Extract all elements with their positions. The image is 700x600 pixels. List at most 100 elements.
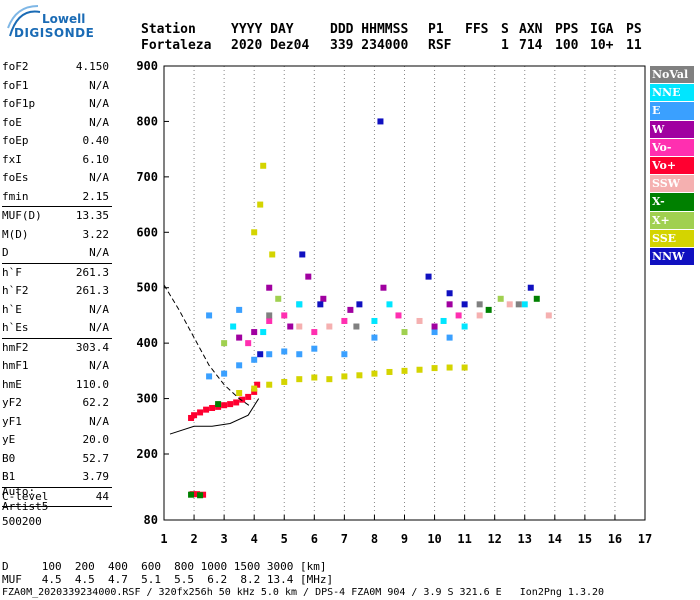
echo-point xyxy=(296,323,303,330)
echo-point xyxy=(266,381,273,388)
logo-line2: DIGISONDE xyxy=(14,26,95,40)
parameter-row: hmF1 N/A xyxy=(2,357,112,376)
echo-point xyxy=(446,364,453,371)
parameter-value: 44 xyxy=(95,489,109,503)
parameter-value: N/A xyxy=(89,97,109,110)
y-axis-ticks: 80 200 300 400 500 600 700 800 900 xyxy=(136,59,169,527)
auto-program: Artist5 xyxy=(2,500,49,513)
echo-point xyxy=(266,351,273,358)
echo-point xyxy=(326,376,333,383)
series-x- xyxy=(188,295,540,499)
echo-point xyxy=(206,312,213,319)
parameter-value: N/A xyxy=(89,414,109,428)
parameter-label: foF1p xyxy=(2,97,36,110)
echo-point xyxy=(377,118,384,125)
echo-point xyxy=(305,273,312,280)
x-tick-label: 3 xyxy=(221,532,228,546)
parameter-row: foEp 0.40 xyxy=(2,132,112,151)
echo-point xyxy=(401,329,408,336)
echo-point xyxy=(431,329,438,336)
y-tick-label: 900 xyxy=(136,59,158,73)
echo-traces xyxy=(188,118,552,499)
plot-grid xyxy=(193,66,616,520)
x-tick-label: 8 xyxy=(371,532,378,546)
x-tick-label: 16 xyxy=(608,532,622,546)
echo-point xyxy=(356,372,363,379)
echo-point xyxy=(326,323,333,330)
series-nne xyxy=(230,301,528,336)
logo-mark-icon xyxy=(7,5,41,37)
echo-point xyxy=(197,492,204,499)
x-tick-label: 7 xyxy=(341,532,348,546)
parameter-label: foEp xyxy=(2,134,29,147)
echo-point xyxy=(506,301,513,308)
echo-point xyxy=(476,301,483,308)
echo-point xyxy=(356,301,363,308)
y-tick-label: 200 xyxy=(136,447,158,461)
parameter-row: D N/A xyxy=(2,244,112,263)
parameter-value: 0.40 xyxy=(82,134,110,147)
parameter-label: hmE xyxy=(2,377,22,391)
x-tick-label: 2 xyxy=(190,532,197,546)
echo-point xyxy=(317,301,324,308)
header-date-label: YYYY DAY xyxy=(231,22,294,37)
echo-point xyxy=(239,396,246,403)
y-tick-label: 700 xyxy=(136,170,158,184)
series-nnw xyxy=(257,118,534,358)
autoscaling-info: Auto: Artist5 500200 xyxy=(2,484,48,529)
echo-point xyxy=(431,365,438,372)
header-ps-label: PS xyxy=(626,22,642,37)
echo-point xyxy=(320,295,327,302)
parameter-label: hmF2 xyxy=(2,340,29,354)
parameter-row: foE N/A xyxy=(2,114,112,133)
echo-point xyxy=(236,306,243,313)
parameter-value: 6.10 xyxy=(82,152,110,166)
parameter-value: 13.35 xyxy=(75,209,109,222)
header-pps-value: 100 xyxy=(555,38,579,53)
echo-point xyxy=(281,378,288,385)
parameter-value: N/A xyxy=(89,78,109,92)
header-iga-label: IGA xyxy=(590,22,614,37)
parameter-label: foF1 xyxy=(2,78,29,92)
header-ddd-label: DDD HHMMSS xyxy=(330,22,409,37)
echo-point xyxy=(515,301,522,308)
echo-point xyxy=(281,312,288,319)
parameter-row: yE 20.0 xyxy=(2,431,112,450)
echo-point xyxy=(455,312,462,319)
x-tick-label: 10 xyxy=(427,532,441,546)
echo-point xyxy=(386,368,393,375)
echo-point xyxy=(194,491,201,498)
parameter-value: 20.0 xyxy=(82,433,110,446)
model-trace-curve xyxy=(163,284,252,408)
parameter-row: B0 52.7 xyxy=(2,450,112,469)
divider xyxy=(2,506,112,507)
footer-file-line: FZA0M_2020339234000.RSF / 320fx256h 50 k… xyxy=(2,587,605,598)
legend-item: X+ xyxy=(650,211,694,230)
parameter-value: N/A xyxy=(89,246,109,259)
echo-point xyxy=(296,351,303,358)
x-tick-label: 15 xyxy=(578,532,592,546)
x-tick-label: 17 xyxy=(638,532,652,546)
parameter-row: h`Es N/A xyxy=(2,319,112,338)
legend-item: X- xyxy=(650,193,694,212)
echo-point xyxy=(416,317,423,324)
electron-density-profile-curve xyxy=(169,398,260,435)
echo-point xyxy=(299,251,306,258)
x-tick-label: 13 xyxy=(518,532,532,546)
echo-point xyxy=(233,399,240,406)
parameter-row: yF2 62.2 xyxy=(2,394,112,413)
parameter-row: B1 3.79 xyxy=(2,468,112,487)
parameter-panel: foF2 4.150 foF1 N/A foF1p N/A foE N/A foEp 0.40 fx… xyxy=(2,58,112,507)
echo-point xyxy=(251,356,258,363)
parameter-value: 52.7 xyxy=(82,451,110,465)
logo-line1: Lowell xyxy=(42,12,86,26)
parameter-label: h`F2 xyxy=(2,284,29,297)
echo-point xyxy=(266,312,273,319)
parameter-label: h`F xyxy=(2,265,22,279)
echo-point xyxy=(191,412,198,419)
echo-point xyxy=(296,376,303,383)
parameter-row: foF1p N/A xyxy=(2,95,112,114)
echo-point xyxy=(380,284,387,291)
parameter-value: N/A xyxy=(89,359,109,372)
echo-point xyxy=(200,491,207,498)
